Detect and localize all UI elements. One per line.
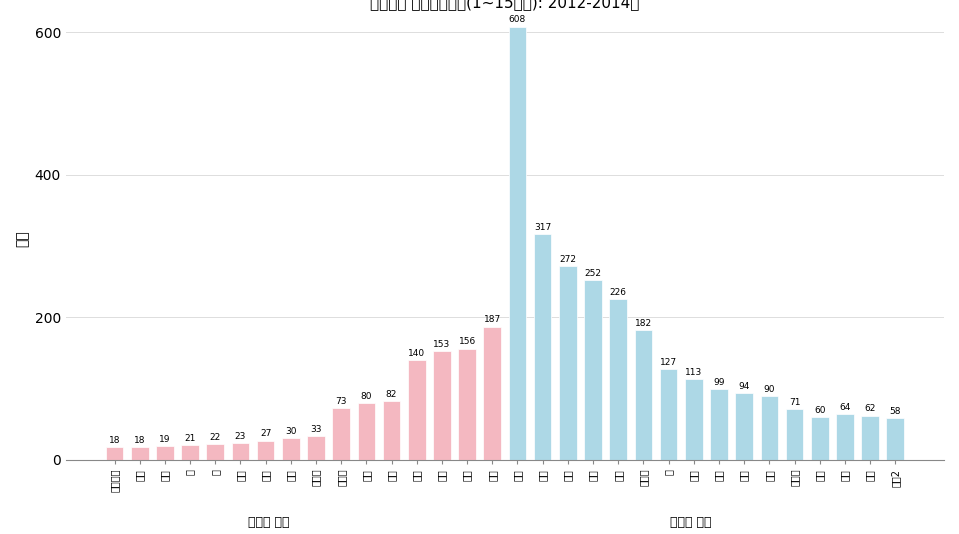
Text: 82: 82 bbox=[386, 390, 397, 399]
Text: 113: 113 bbox=[685, 368, 702, 377]
Bar bbox=[685, 379, 703, 460]
Text: 19: 19 bbox=[159, 435, 171, 444]
Text: 62: 62 bbox=[864, 404, 876, 413]
Bar bbox=[483, 326, 502, 460]
Title: 귀농관련 단어출현순위(1~15순위): 2012-2014년: 귀농관련 단어출현순위(1~15순위): 2012-2014년 bbox=[370, 0, 640, 10]
Bar bbox=[408, 360, 426, 460]
Bar bbox=[358, 403, 375, 460]
Text: 18: 18 bbox=[134, 436, 146, 445]
Bar bbox=[861, 415, 878, 460]
Bar bbox=[811, 417, 829, 460]
Text: 226: 226 bbox=[610, 288, 627, 296]
Bar bbox=[232, 443, 249, 460]
Text: 18: 18 bbox=[108, 436, 120, 445]
Text: 71: 71 bbox=[788, 398, 800, 407]
Text: 21: 21 bbox=[184, 434, 196, 443]
Bar bbox=[836, 414, 854, 460]
Bar bbox=[635, 330, 652, 460]
Bar bbox=[660, 370, 677, 460]
Text: 608: 608 bbox=[509, 15, 526, 25]
Bar bbox=[458, 349, 476, 460]
Text: 22: 22 bbox=[210, 433, 221, 442]
Text: 153: 153 bbox=[433, 340, 451, 349]
Bar bbox=[736, 393, 753, 460]
Text: 272: 272 bbox=[559, 255, 576, 264]
Text: 99: 99 bbox=[713, 378, 725, 387]
Bar bbox=[433, 351, 451, 460]
Text: 94: 94 bbox=[738, 382, 750, 391]
Text: 90: 90 bbox=[763, 384, 775, 394]
Bar bbox=[130, 447, 149, 460]
Text: 140: 140 bbox=[409, 349, 425, 358]
Bar bbox=[181, 445, 199, 460]
Text: 23: 23 bbox=[235, 432, 246, 441]
Bar bbox=[105, 447, 124, 460]
Bar bbox=[206, 444, 224, 460]
Bar bbox=[559, 266, 576, 460]
Bar bbox=[508, 27, 526, 460]
Text: 80: 80 bbox=[361, 391, 372, 400]
Bar bbox=[785, 409, 804, 460]
Text: 252: 252 bbox=[585, 269, 601, 278]
Text: 317: 317 bbox=[534, 223, 551, 232]
Bar bbox=[760, 396, 778, 460]
Text: 부정적 이후: 부정적 이후 bbox=[247, 516, 290, 529]
Bar bbox=[156, 446, 174, 460]
Bar bbox=[534, 234, 551, 460]
Bar bbox=[584, 280, 602, 460]
Bar bbox=[383, 402, 400, 460]
Bar bbox=[609, 299, 627, 460]
Bar bbox=[333, 408, 350, 460]
Text: 30: 30 bbox=[285, 427, 296, 436]
Text: 58: 58 bbox=[890, 407, 901, 417]
Text: 긍정적 이후: 긍정적 이후 bbox=[669, 516, 712, 529]
Text: 73: 73 bbox=[336, 397, 347, 406]
Text: 182: 182 bbox=[635, 319, 652, 328]
Text: 60: 60 bbox=[814, 406, 826, 415]
Text: 156: 156 bbox=[458, 337, 476, 347]
Text: 64: 64 bbox=[839, 403, 851, 412]
Bar bbox=[886, 419, 904, 460]
Bar bbox=[307, 436, 325, 460]
Text: 33: 33 bbox=[311, 425, 322, 434]
Text: 27: 27 bbox=[260, 429, 271, 438]
Text: 127: 127 bbox=[660, 358, 677, 367]
Bar bbox=[282, 438, 299, 460]
Bar bbox=[257, 441, 274, 460]
Bar bbox=[711, 389, 728, 460]
Text: 187: 187 bbox=[483, 316, 501, 324]
Y-axis label: 빈도: 빈도 bbox=[15, 231, 29, 247]
